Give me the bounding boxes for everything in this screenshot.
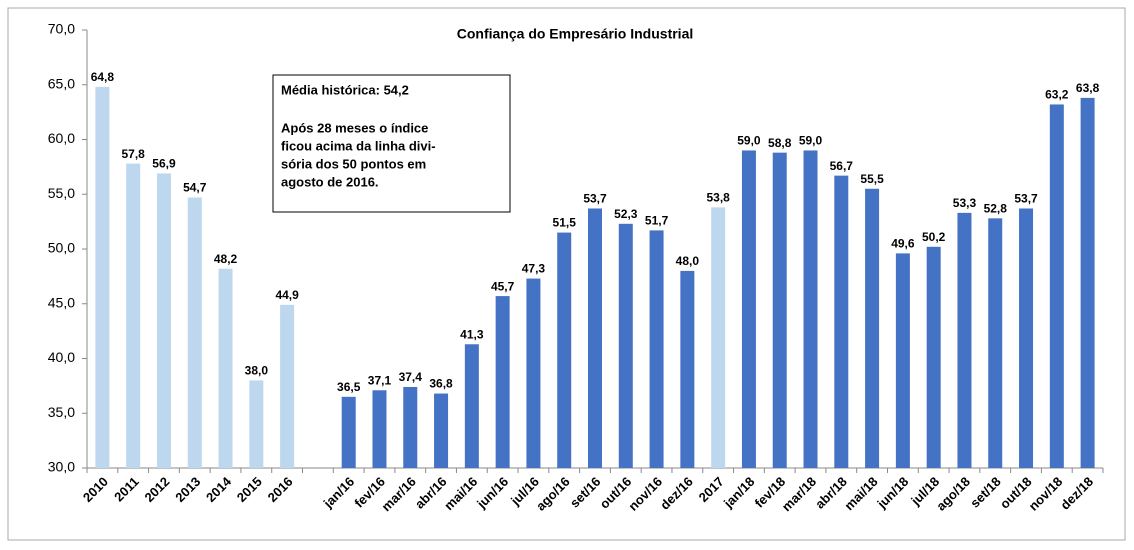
bar	[341, 396, 356, 468]
annotation-line: Após 28 meses o índice	[281, 120, 428, 135]
bar	[526, 278, 541, 468]
y-tick-label: 60,0	[48, 130, 75, 146]
value-label: 56,9	[152, 157, 176, 171]
bar	[680, 270, 695, 468]
bar	[557, 232, 572, 468]
bar	[803, 150, 818, 468]
value-label: 44,9	[275, 288, 299, 302]
annotation-box	[272, 74, 511, 213]
bar	[895, 253, 910, 468]
y-tick-label: 50,0	[48, 240, 75, 256]
bar	[741, 150, 756, 468]
value-label: 36,5	[337, 380, 361, 394]
value-label: 51,5	[553, 216, 577, 230]
bar	[711, 207, 726, 468]
value-label: 36,8	[429, 377, 453, 391]
value-label: 56,7	[830, 159, 854, 173]
bar	[495, 296, 510, 468]
value-label: 53,7	[1014, 192, 1038, 206]
chart-title: Confiança do Empresário Industrial	[457, 26, 694, 42]
value-label: 45,7	[491, 279, 515, 293]
value-label: 57,8	[122, 147, 146, 161]
bar	[280, 304, 295, 468]
value-label: 64,8	[91, 70, 115, 84]
bar	[434, 393, 449, 468]
y-tick-label: 40,0	[48, 349, 75, 365]
value-label: 37,4	[399, 370, 423, 384]
value-label: 63,8	[1076, 81, 1100, 95]
annotation-heading: Média histórica: 54,2	[281, 82, 409, 97]
value-label: 41,3	[460, 327, 484, 341]
bar	[187, 197, 202, 468]
value-label: 52,3	[614, 207, 638, 221]
bar	[618, 223, 633, 468]
value-label: 53,8	[706, 191, 730, 205]
value-label: 48,0	[676, 254, 700, 268]
y-tick-label: 55,0	[48, 185, 75, 201]
bar	[957, 212, 972, 468]
bar	[126, 163, 141, 468]
bar	[588, 208, 602, 469]
y-tick-label: 30,0	[48, 459, 75, 475]
bar	[649, 230, 664, 468]
value-label: 59,0	[737, 134, 761, 148]
annotation-line: agosto de 2016.	[281, 174, 379, 189]
value-label: 52,8	[984, 202, 1008, 216]
bar	[403, 386, 418, 468]
bar	[926, 246, 941, 468]
bar	[372, 390, 387, 468]
value-label: 47,3	[522, 262, 546, 276]
value-label: 63,2	[1045, 88, 1069, 102]
bar	[834, 175, 849, 468]
value-label: 54,7	[183, 181, 207, 195]
value-label: 53,3	[953, 196, 977, 210]
y-tick-label: 35,0	[48, 404, 75, 420]
value-label: 38,0	[245, 364, 269, 378]
bar	[464, 344, 479, 468]
annotation-line: sória dos 50 pontos em	[281, 156, 426, 171]
y-tick-label: 65,0	[48, 75, 75, 91]
bar	[1080, 97, 1095, 468]
bar	[218, 268, 233, 468]
bar	[988, 218, 1003, 468]
bar	[156, 173, 171, 468]
annotation-line: ficou acima da linha divi-	[281, 138, 436, 153]
bar	[249, 380, 264, 468]
bar	[1019, 208, 1034, 469]
bar	[865, 188, 880, 468]
value-label: 59,0	[799, 134, 823, 148]
bar	[772, 152, 787, 468]
value-label: 37,1	[368, 373, 392, 387]
value-label: 55,5	[860, 172, 884, 186]
value-label: 50,2	[922, 230, 946, 244]
bar	[1049, 104, 1064, 469]
value-label: 48,2	[214, 252, 238, 266]
value-label: 58,8	[768, 136, 792, 150]
bar	[95, 86, 110, 468]
value-label: 53,7	[583, 192, 607, 206]
value-label: 49,6	[891, 237, 915, 251]
y-tick-label: 45,0	[48, 294, 75, 310]
y-tick-label: 70,0	[48, 21, 75, 37]
value-label: 51,7	[645, 214, 669, 228]
